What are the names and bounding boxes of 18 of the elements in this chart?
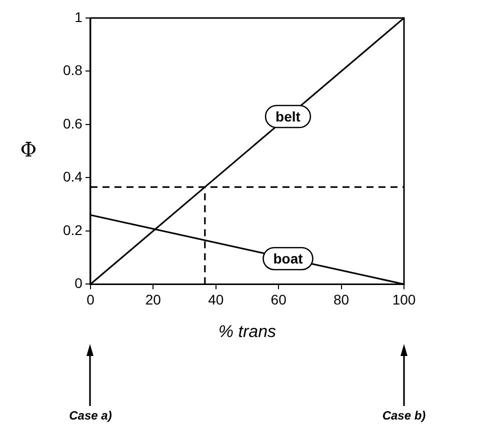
y-tick-label: 0.4 <box>62 168 83 185</box>
x-axis-title: % trans <box>218 322 277 341</box>
x-tick-label: 80 <box>334 291 350 308</box>
y-tick-label: 0 <box>74 275 83 292</box>
y-tick-label: 0.6 <box>62 115 83 132</box>
x-tick-label: 60 <box>270 291 287 308</box>
x-tick-label: 100 <box>392 291 416 308</box>
series-label: belt <box>276 108 301 124</box>
y-axis-title: Φ <box>20 137 37 162</box>
annotation: Case a) <box>69 408 112 423</box>
x-tick-label: 20 <box>145 291 162 308</box>
x-tick-label: 40 <box>208 291 224 308</box>
y-tick-label: 0.2 <box>62 222 83 238</box>
x-tick-label: 0 <box>86 291 95 308</box>
y-tick-label: 0.8 <box>62 62 83 78</box>
series-label: boat <box>273 250 304 266</box>
y-tick-label: 1 <box>74 8 83 25</box>
annotation: Case b) <box>382 408 426 423</box>
